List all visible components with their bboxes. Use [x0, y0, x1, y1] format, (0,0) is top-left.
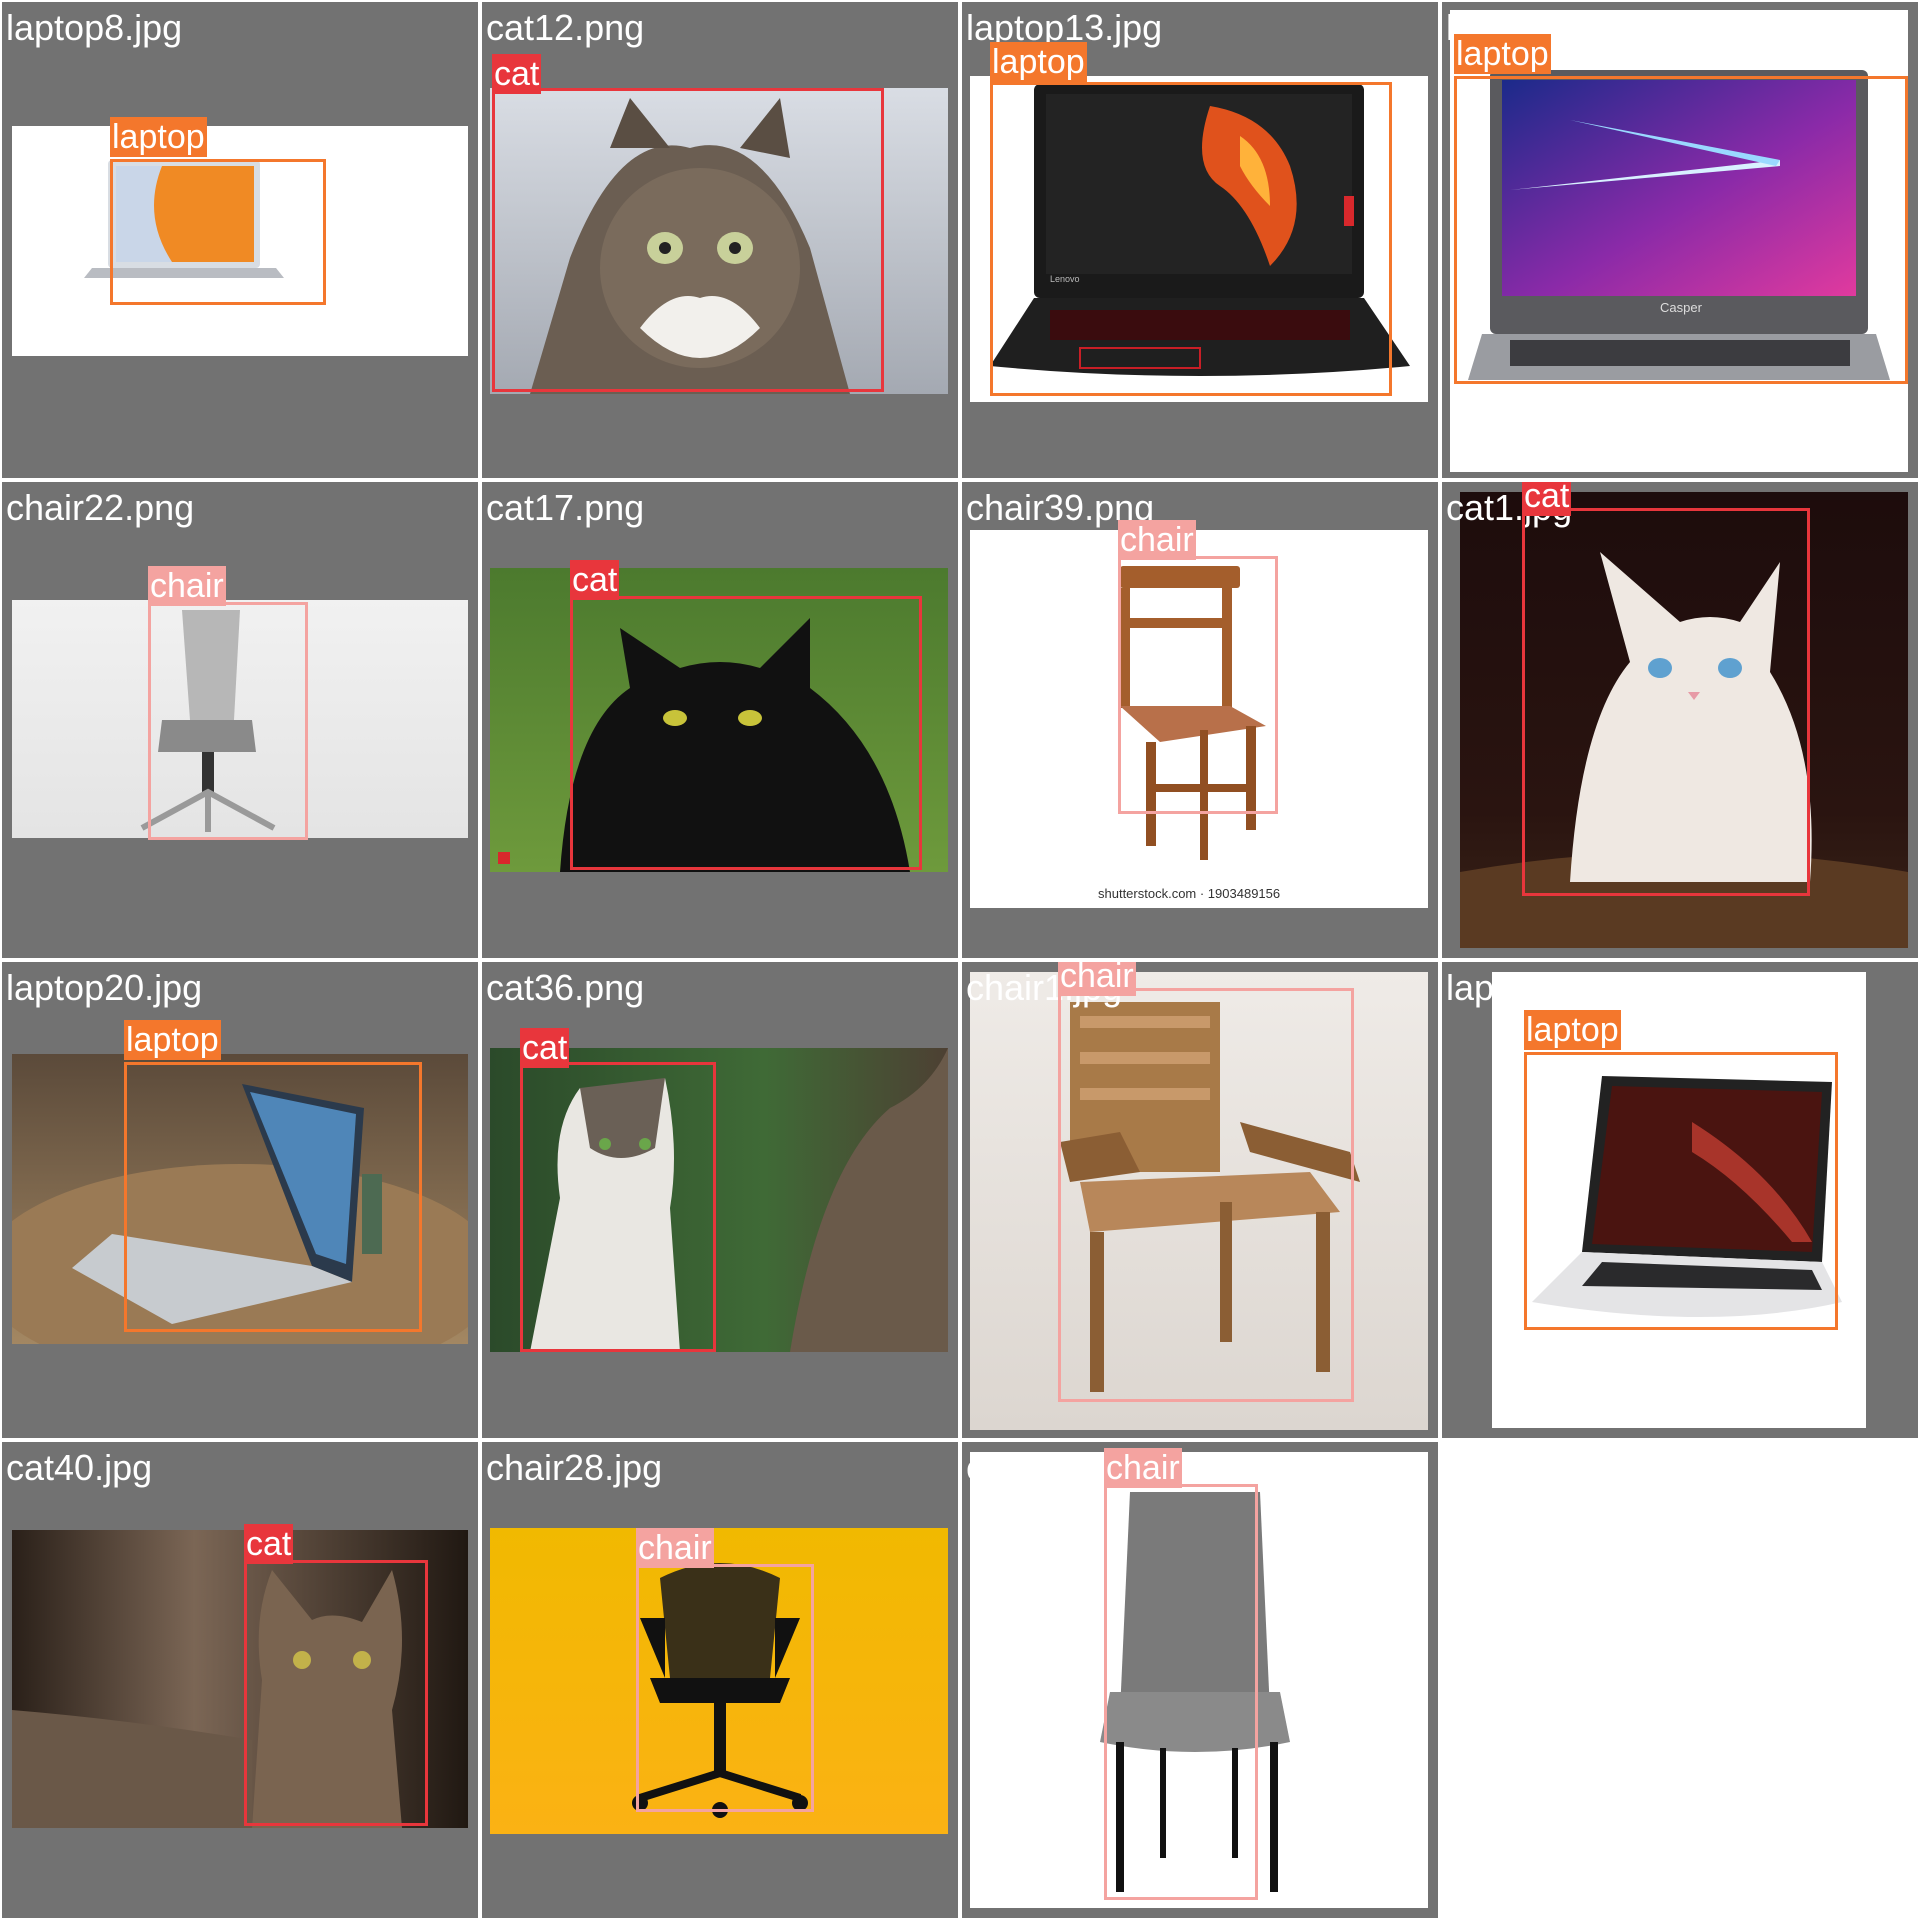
tile-image — [12, 600, 468, 838]
office-chair-image — [140, 610, 276, 832]
detection-label: cat — [244, 1524, 294, 1564]
tile-image — [12, 1530, 468, 1828]
tile-image — [490, 1048, 948, 1352]
detection-box-cat — [492, 88, 884, 392]
tile-filename: cat36.png — [486, 967, 645, 1008]
detection-box-chair — [1058, 988, 1354, 1402]
detection-label: chair — [1104, 1448, 1182, 1488]
detection-box-cat — [570, 596, 922, 870]
detection-box-laptop — [990, 82, 1392, 396]
tile-cat1: cat1.jpg cat — [1442, 482, 1918, 958]
bezel-brand-text: Casper — [1660, 300, 1702, 315]
tile-image — [1460, 492, 1908, 948]
tile-chair39: shutterstock.com · 1903489156 chair39.pn… — [962, 482, 1438, 958]
laptop-image — [1468, 70, 1890, 380]
tile-image: Lenovo — [970, 76, 1428, 402]
detection-label: cat — [1522, 482, 1572, 516]
tile-laptop32: Casper laptop32.png laptop — [1442, 2, 1918, 478]
detection-label: laptop — [124, 1020, 221, 1060]
tile-image: Casper — [1450, 10, 1908, 472]
tabby-cat-image — [12, 1570, 402, 1828]
screen-brand-text: Lenovo — [1050, 274, 1080, 284]
tile-image — [1492, 972, 1866, 1428]
tile-chair1: chair1.jpg chair — [962, 962, 1438, 1438]
detection-box-cat — [520, 1062, 716, 1352]
detection-label: chair — [1058, 962, 1136, 996]
tile-cat12: cat12.png cat — [482, 2, 958, 478]
tile-image — [970, 1452, 1428, 1908]
black-cat-image — [498, 618, 910, 872]
detection-box-cat — [244, 1560, 428, 1826]
tile-cat40: cat40.jpg cat — [2, 1442, 478, 1918]
detection-label: laptop — [1524, 1010, 1621, 1050]
wooden-armchair-image — [1060, 1002, 1360, 1392]
tile-chair28: chair28.jpg chair — [482, 1442, 958, 1918]
detection-box-laptop — [110, 159, 326, 305]
tile-image: shutterstock.com · 1903489156 — [970, 530, 1428, 908]
tile-chair22: chair22.png chair — [2, 482, 478, 958]
gaming-laptop-image — [990, 84, 1410, 376]
detection-label: laptop — [110, 117, 207, 157]
tile-filename: chair28.jpg — [486, 1447, 663, 1488]
tile-filename: cat12.png — [486, 7, 645, 48]
tile-filename: laptop20.jpg — [6, 967, 203, 1008]
white-kitten-image — [1460, 552, 1908, 948]
tile-laptop13: Lenovo laptop13.jpg laptop — [962, 2, 1438, 478]
tile-laptop11: laptop11.png laptop — [1442, 962, 1918, 1438]
laptop-image — [1532, 1076, 1842, 1317]
tile-image — [12, 126, 468, 356]
tile-chair15: chair15.jpg chair — [962, 1442, 1438, 1918]
detection-box-chair — [1104, 1484, 1258, 1900]
tabby-white-cat-image — [530, 1048, 948, 1352]
detection-box-chair — [1118, 556, 1278, 814]
tile-filename: laptop11.png — [1446, 967, 1652, 1008]
tile-cat36: cat36.png cat — [482, 962, 958, 1438]
detection-label: cat — [570, 560, 620, 600]
tile-laptop8: laptop8.jpg laptop — [2, 2, 478, 478]
detection-box-chair — [636, 1564, 814, 1812]
grey-upholstered-chair-image — [1100, 1492, 1290, 1892]
tile-image — [490, 88, 948, 394]
tile-laptop20: laptop20.jpg laptop — [2, 962, 478, 1438]
detection-label: chair — [636, 1528, 714, 1568]
detection-label: cat — [520, 1028, 570, 1068]
detection-label: chair — [148, 566, 226, 606]
detection-label: cat — [492, 54, 542, 94]
tile-image — [490, 568, 948, 872]
wooden-chair-image — [1120, 566, 1266, 860]
mesh-office-chair-image — [632, 1563, 808, 1818]
tile-image — [490, 1528, 948, 1834]
laptop-image — [84, 160, 284, 278]
tile-filename: cat17.png — [486, 487, 645, 528]
cat-image — [530, 98, 850, 394]
tile-filename: chair22.png — [6, 487, 195, 528]
detection-box-laptop — [124, 1062, 422, 1332]
detection-label: laptop — [990, 42, 1087, 82]
tile-filename: laptop8.jpg — [6, 7, 183, 48]
detection-label: laptop — [1454, 34, 1551, 74]
detection-label: chair — [1118, 520, 1196, 560]
detection-box-chair — [148, 602, 308, 840]
watermark-text: shutterstock.com · 1903489156 — [1098, 886, 1281, 901]
detection-box-cat — [1522, 508, 1810, 896]
tile-filename: cat40.jpg — [6, 1447, 153, 1488]
tile-filename: laptop13.jpg — [966, 7, 1163, 48]
detection-box-laptop — [1454, 76, 1908, 384]
tile-cat17: cat17.png cat — [482, 482, 958, 958]
detection-box-laptop — [1524, 1052, 1838, 1330]
